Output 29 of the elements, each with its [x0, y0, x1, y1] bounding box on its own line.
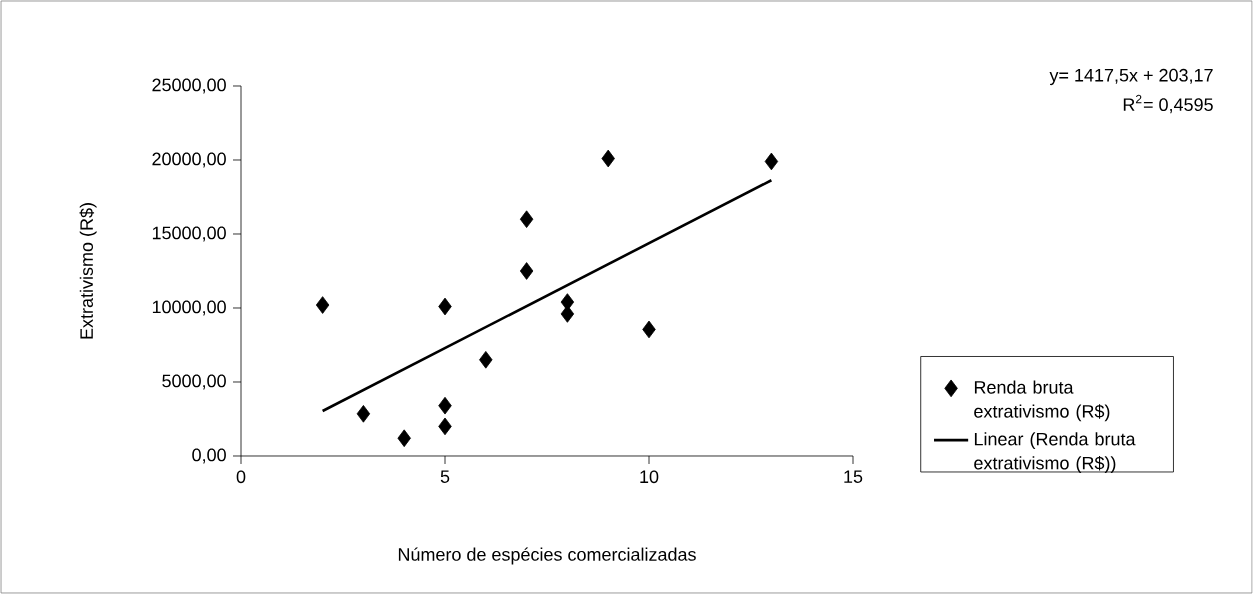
point	[438, 297, 452, 316]
point	[560, 305, 575, 323]
y-axis-title: Extrativismo (R$)	[79, 203, 97, 339]
point	[479, 350, 493, 369]
point	[601, 149, 615, 168]
point	[397, 429, 411, 448]
y-tick-label: 25000,00	[152, 78, 226, 94]
x-axis-title: Número de espécies comercializadas	[398, 547, 696, 565]
point	[438, 417, 452, 436]
point	[642, 320, 656, 339]
y-tick-label: 5000,00	[162, 374, 226, 390]
y-tick-label: 15000,00	[152, 226, 226, 242]
y-tick-label: 20000,00	[152, 152, 226, 168]
text: R$^{2}$= 0,4595	[1123, 94, 1213, 114]
text: y= 1417,5x + 203,17	[1049, 68, 1213, 86]
y-tick-label: 10000,00	[152, 300, 226, 316]
x-tick-label: 15	[844, 470, 863, 483]
point	[315, 296, 330, 314]
legend-label: Renda bruta extrativismo (R$)	[974, 380, 1110, 422]
legend-label: Linear (Renda bruta extrativismo (R$))	[974, 432, 1136, 474]
x-tick-label: 0	[236, 470, 246, 484]
point	[764, 152, 779, 171]
x-tick-label: 5	[440, 470, 450, 483]
point	[519, 262, 534, 280]
x-tick-label: 10	[640, 470, 659, 484]
point	[519, 210, 534, 228]
y-tick-label: 0,00	[192, 448, 226, 464]
point	[438, 396, 452, 415]
point	[356, 405, 371, 423]
